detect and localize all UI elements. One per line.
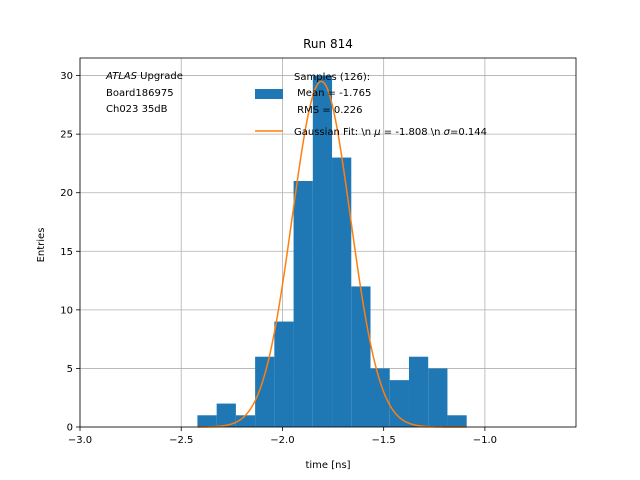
legend-fit-mid: = -1.808 \n bbox=[381, 127, 444, 138]
histogram-bar bbox=[216, 403, 236, 427]
legend-fit-prefix: Gaussian Fit: \n bbox=[294, 127, 374, 138]
legend-histogram-swatch bbox=[255, 89, 283, 99]
y-tick-label: 25 bbox=[60, 130, 73, 141]
y-tick-label: 10 bbox=[60, 305, 73, 316]
x-tick-label: −3.0 bbox=[68, 435, 92, 446]
histogram-bar bbox=[312, 75, 333, 428]
legend-histogram-line-3: RMS = 0.226 bbox=[294, 105, 362, 116]
x-axis-ticks: −3.0 −2.5 −2.0 −1.5 −1.0 bbox=[68, 427, 497, 446]
legend-fit-sigma: σ bbox=[444, 127, 451, 138]
annotation-line-3: Ch023 35dB bbox=[106, 104, 168, 115]
x-tick-label: −1.0 bbox=[473, 435, 497, 446]
y-axis-ticks: 0 5 10 15 20 25 30 bbox=[60, 71, 80, 434]
annotation-atlas: ATLAS bbox=[105, 71, 138, 82]
y-tick-label: 5 bbox=[67, 364, 73, 375]
histogram-bar bbox=[351, 286, 371, 427]
histogram-bar bbox=[332, 157, 352, 428]
legend-histogram-line-1: Samples (126): bbox=[294, 72, 370, 83]
histogram-bars bbox=[197, 75, 467, 428]
x-tick-label: −2.0 bbox=[270, 435, 294, 446]
plot-frame bbox=[79, 57, 577, 428]
annotation: ATLAS Upgrade Board186975 Ch023 35dB bbox=[105, 71, 183, 115]
legend-fit-label: Gaussian Fit: \n μ = -1.808 \n σ=0.144 bbox=[294, 127, 487, 138]
annotation-line-2: Board186975 bbox=[106, 88, 174, 99]
legend-histogram-line-2: Mean = -1.765 bbox=[294, 88, 371, 99]
histogram-bar bbox=[428, 368, 448, 427]
histogram-bar bbox=[408, 356, 429, 427]
y-axis-label: Entries bbox=[36, 228, 47, 263]
plot-area bbox=[79, 57, 577, 428]
y-tick-label: 15 bbox=[60, 247, 73, 258]
annotation-upgrade: Upgrade bbox=[137, 71, 183, 82]
y-tick-label: 0 bbox=[67, 423, 73, 434]
histogram-bar bbox=[293, 181, 313, 427]
histogram-bar bbox=[197, 415, 217, 427]
legend: Samples (126): Mean = -1.765 RMS = 0.226… bbox=[255, 72, 487, 138]
y-tick-label: 30 bbox=[60, 71, 73, 82]
y-tick-label: 20 bbox=[60, 188, 73, 199]
histogram-bar bbox=[274, 321, 294, 427]
gaussian-fit-curve bbox=[197, 80, 467, 428]
x-axis-label: time [ns] bbox=[305, 460, 350, 471]
histogram-bar bbox=[255, 356, 275, 427]
x-tick-label: −1.5 bbox=[372, 435, 396, 446]
x-tick-label: −2.5 bbox=[169, 435, 193, 446]
histogram-bar bbox=[370, 368, 390, 427]
legend-fit-suffix: =0.144 bbox=[450, 127, 487, 138]
histogram-bar bbox=[389, 380, 409, 427]
histogram-bar bbox=[447, 415, 467, 427]
chart-title: Run 814 bbox=[303, 37, 353, 51]
histogram-bar bbox=[235, 415, 256, 427]
annotation-line-1: ATLAS Upgrade bbox=[105, 71, 183, 82]
legend-fit-mu: μ bbox=[373, 127, 380, 138]
